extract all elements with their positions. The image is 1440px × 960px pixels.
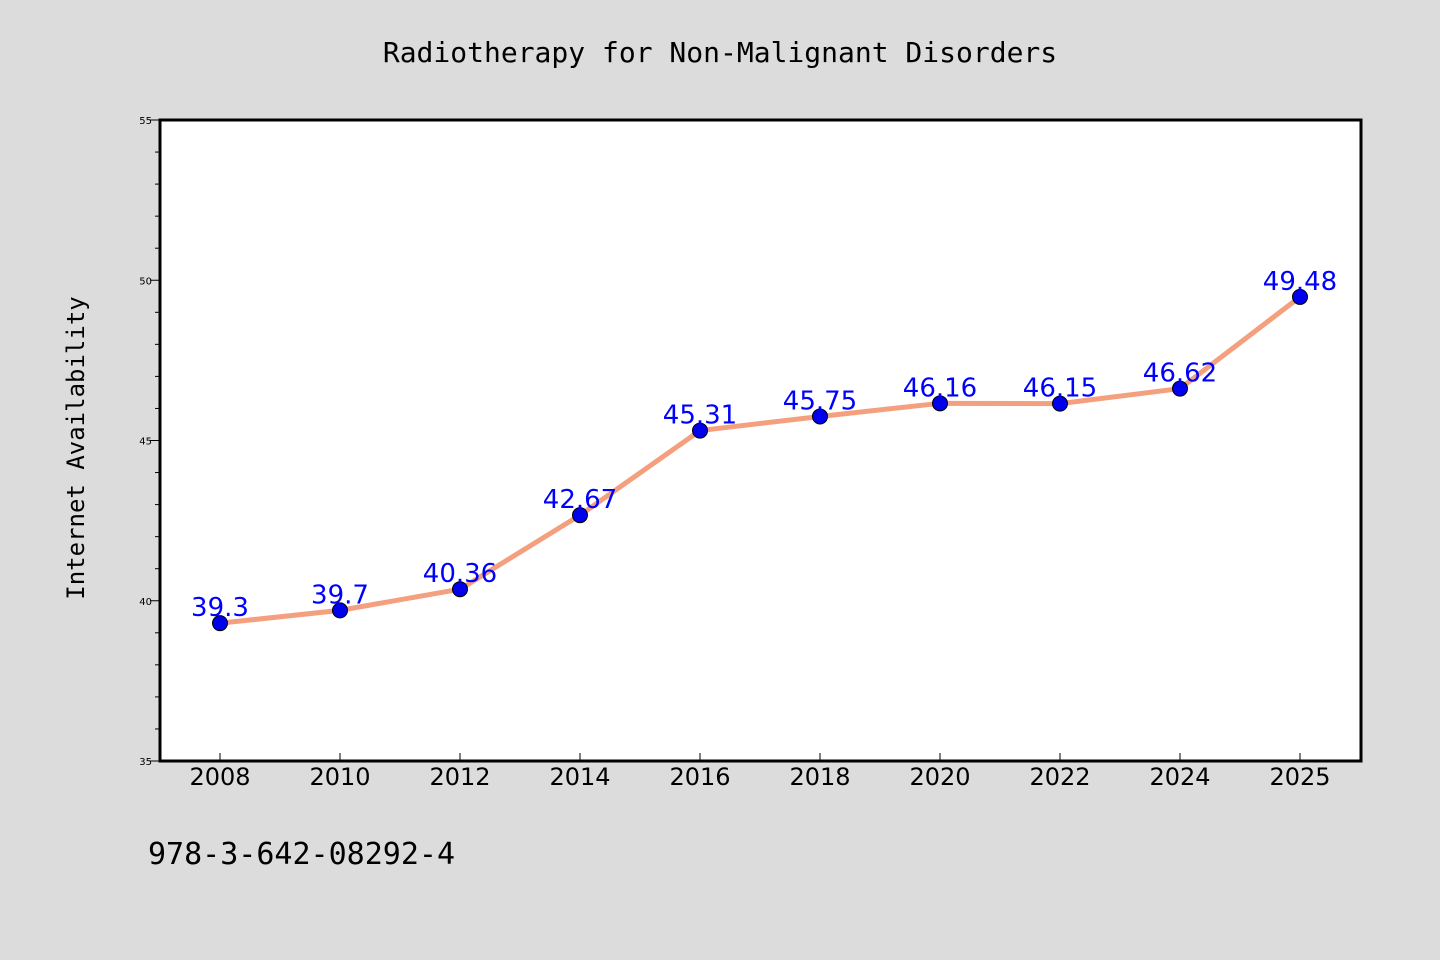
x-tick-label: 2024 <box>1149 763 1210 791</box>
series-group: 39.3 39.7 40.36 42.67 45.31 45.75 46.16 46.15 46… <box>191 267 1337 632</box>
data-point <box>1172 380 1188 397</box>
data-point <box>932 395 948 412</box>
x-axis: 2008 2010 2012 2014 2016 2018 2020 2022 2024 2025 <box>189 753 1331 791</box>
x-tick-label: 2025 <box>1269 763 1330 791</box>
data-label: 45.31 <box>663 401 737 431</box>
x-tick-label: 2012 <box>429 763 490 791</box>
series-line <box>217 294 1303 626</box>
data-label: 46.16 <box>903 373 977 403</box>
y-axis-label: Internet Availability <box>62 296 90 599</box>
x-tick-label: 2014 <box>549 763 610 791</box>
x-tick-label: 2016 <box>669 763 730 791</box>
data-point <box>1052 395 1068 412</box>
x-tick-label: 2008 <box>189 763 250 791</box>
data-label: 45.75 <box>783 386 857 416</box>
y-tick-label: 45 <box>139 437 152 448</box>
y-axis: 35 40 45 50 55 <box>139 116 160 768</box>
data-label: 39.3 <box>191 593 249 623</box>
data-point <box>212 615 228 632</box>
plot-area <box>158 118 1363 763</box>
y-tick-label: 40 <box>139 597 152 608</box>
data-point <box>692 422 708 439</box>
y-tick-label: 55 <box>139 116 152 127</box>
data-label: 49.48 <box>1263 267 1337 297</box>
footer-isbn: 978-3-642-08292-4 <box>148 837 455 872</box>
data-point <box>1292 288 1308 305</box>
data-label: 46.15 <box>1023 374 1097 404</box>
data-point <box>812 408 828 425</box>
chart-title: Radiotherapy for Non-Malignant Disorders <box>383 36 1057 69</box>
data-point <box>452 581 468 598</box>
data-label: 42.67 <box>543 485 617 515</box>
y-tick-label: 35 <box>139 757 152 768</box>
data-point <box>572 507 588 524</box>
x-tick-label: 2022 <box>1029 763 1090 791</box>
x-tick-label: 2018 <box>789 763 850 791</box>
data-label: 39.7 <box>311 580 369 610</box>
x-tick-label: 2010 <box>309 763 370 791</box>
data-label: 46.62 <box>1143 359 1217 389</box>
data-label: 40.36 <box>423 559 497 589</box>
x-tick-label: 2020 <box>909 763 970 791</box>
data-point <box>332 602 348 619</box>
y-tick-label: 50 <box>139 276 152 287</box>
